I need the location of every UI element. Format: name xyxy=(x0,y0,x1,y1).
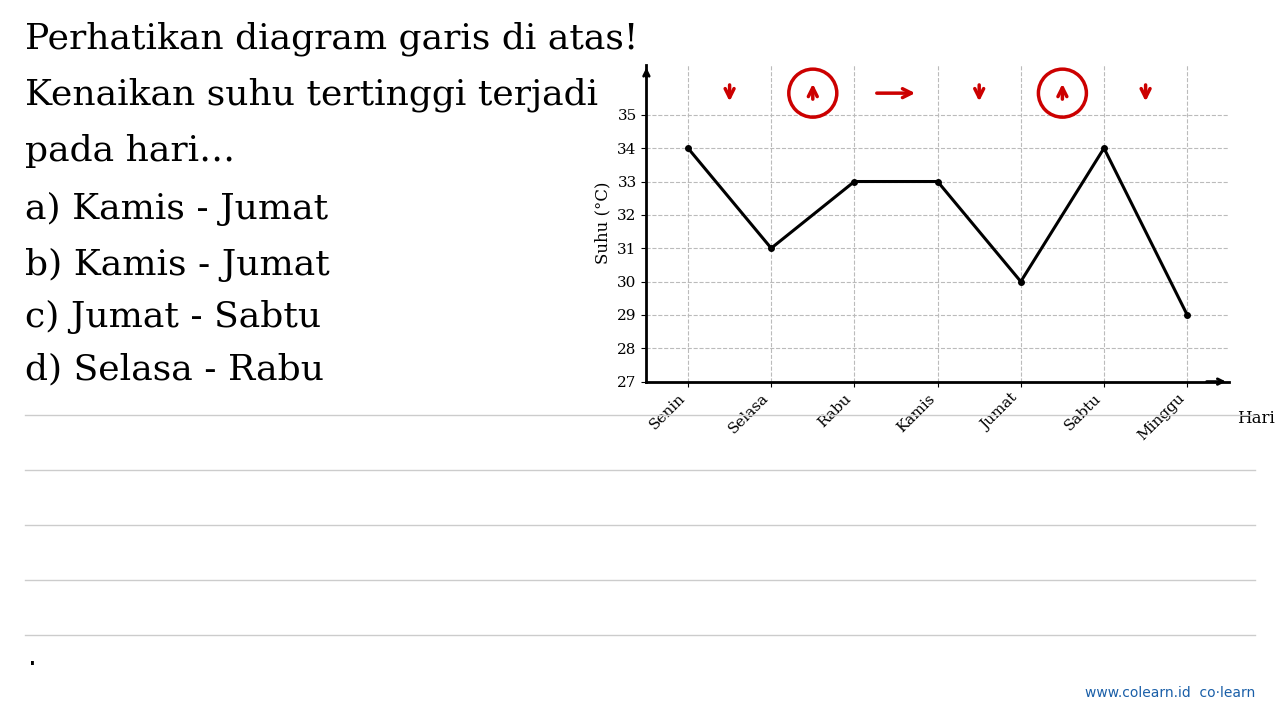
Text: www.colearn.id  co·learn: www.colearn.id co·learn xyxy=(1084,686,1254,700)
Text: b) Kamis - Jumat: b) Kamis - Jumat xyxy=(26,248,330,282)
Text: c) Jumat - Sabtu: c) Jumat - Sabtu xyxy=(26,300,321,334)
Text: d) Selasa - Rabu: d) Selasa - Rabu xyxy=(26,352,324,386)
Text: .: . xyxy=(28,643,37,671)
Text: Kenaikan suhu tertinggi terjadi: Kenaikan suhu tertinggi terjadi xyxy=(26,78,598,112)
Text: pada hari…: pada hari… xyxy=(26,134,236,168)
Text: Hari: Hari xyxy=(1236,410,1275,427)
Y-axis label: Suhu (°C): Suhu (°C) xyxy=(595,182,612,264)
Text: a) Kamis - Jumat: a) Kamis - Jumat xyxy=(26,192,328,226)
Text: Perhatikan diagram garis di atas!: Perhatikan diagram garis di atas! xyxy=(26,22,639,56)
